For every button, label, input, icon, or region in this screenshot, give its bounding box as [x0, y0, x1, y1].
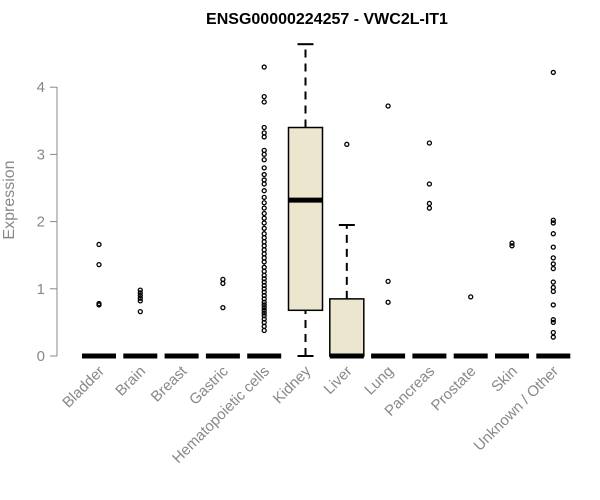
outlier-point	[137, 290, 143, 296]
outlier-point	[261, 200, 267, 206]
y-tick-label: 4	[37, 79, 45, 96]
x-tick-label: Brain	[112, 363, 149, 400]
outlier-point	[261, 225, 267, 231]
box-lung	[371, 103, 406, 359]
x-tick-label: Breast	[148, 362, 191, 405]
outlier-point	[426, 200, 433, 207]
outlier-point	[261, 165, 267, 171]
y-axis-ticks: 0 1 2 3 4	[37, 79, 57, 365]
box-liver	[329, 141, 365, 359]
box-hematopoietic-cells	[247, 64, 282, 359]
y-tick-label: 0	[37, 348, 45, 365]
outlier-point	[220, 304, 226, 311]
outlier-point	[550, 319, 556, 326]
outlier-point	[261, 304, 267, 311]
x-tick-label: Prostate	[428, 363, 480, 415]
outlier-point	[261, 194, 267, 201]
outlier-point	[261, 99, 267, 105]
x-tick-label: Skin	[488, 363, 521, 396]
outlier-point	[550, 284, 556, 291]
outlier-point	[550, 217, 556, 223]
outlier-point	[261, 307, 267, 313]
outlier-point	[550, 244, 556, 250]
x-tick-label: Bladder	[59, 363, 108, 412]
outlier-point	[261, 220, 267, 226]
outlier-point	[550, 279, 556, 285]
box-prostate	[453, 294, 488, 359]
outlier-point	[550, 329, 556, 336]
chart-title: ENSG00000224257 - VWC2L-IT1	[206, 11, 448, 28]
outlier-point	[550, 302, 556, 308]
x-tick-label: Lung	[361, 363, 397, 399]
outlier-point	[385, 299, 391, 305]
outlier-point	[550, 317, 556, 323]
outlier-point	[261, 124, 267, 131]
outlier-point	[261, 64, 267, 70]
x-tick-label: Kidney	[270, 362, 315, 407]
outlier-point	[550, 69, 556, 76]
outlier-point	[261, 210, 267, 217]
y-tick-label: 3	[37, 146, 45, 163]
outlier-point	[261, 205, 267, 211]
outlier-point	[426, 205, 433, 211]
outlier-point	[261, 171, 267, 178]
outlier-point	[261, 310, 267, 316]
outlier-point	[550, 255, 556, 261]
y-axis-label: Expression	[1, 160, 18, 239]
outlier-point	[261, 313, 267, 319]
box-pancreas	[412, 140, 447, 359]
boxes-group	[82, 43, 571, 359]
outlier-point	[261, 231, 267, 237]
outlier-point	[137, 308, 143, 315]
outlier-point	[261, 130, 267, 136]
outlier-point	[261, 93, 267, 100]
outlier-point	[261, 264, 267, 270]
outlier-point	[385, 278, 391, 285]
outlier-point	[96, 241, 102, 248]
outlier-point	[550, 231, 556, 237]
outlier-point	[550, 265, 556, 272]
outlier-point	[96, 261, 102, 268]
box-gastric	[205, 276, 240, 359]
outlier-point	[261, 302, 267, 308]
outlier-point	[468, 294, 474, 300]
outlier-point	[137, 295, 143, 301]
box-iqr	[287, 126, 324, 312]
x-tick-label: Liver	[321, 363, 356, 398]
outlier-point	[550, 334, 556, 340]
y-tick-label: 2	[37, 214, 45, 231]
outlier-point	[426, 181, 433, 187]
y-tick-label: 1	[37, 281, 45, 298]
outlier-point	[261, 147, 267, 154]
outlier-point	[137, 298, 143, 304]
box-iqr	[329, 298, 365, 357]
outlier-point	[137, 292, 143, 299]
box-skin	[495, 240, 529, 359]
outlier-point	[385, 103, 391, 109]
box-unknown-other	[536, 69, 571, 359]
outlier-point	[220, 276, 226, 283]
box-brain	[123, 287, 158, 359]
outlier-point	[261, 177, 267, 183]
outlier-point	[261, 188, 267, 194]
outlier-point	[344, 141, 350, 147]
outlier-point	[550, 220, 556, 226]
outlier-point	[509, 243, 515, 249]
outlier-point	[137, 287, 143, 293]
outlier-point	[426, 140, 433, 146]
box-bladder	[82, 241, 116, 359]
box-kidney	[287, 43, 324, 357]
outlier-point	[261, 215, 267, 221]
outlier-point	[550, 261, 556, 267]
outlier-point	[261, 157, 267, 163]
outlier-point	[96, 300, 102, 307]
outlier-point	[509, 240, 515, 246]
